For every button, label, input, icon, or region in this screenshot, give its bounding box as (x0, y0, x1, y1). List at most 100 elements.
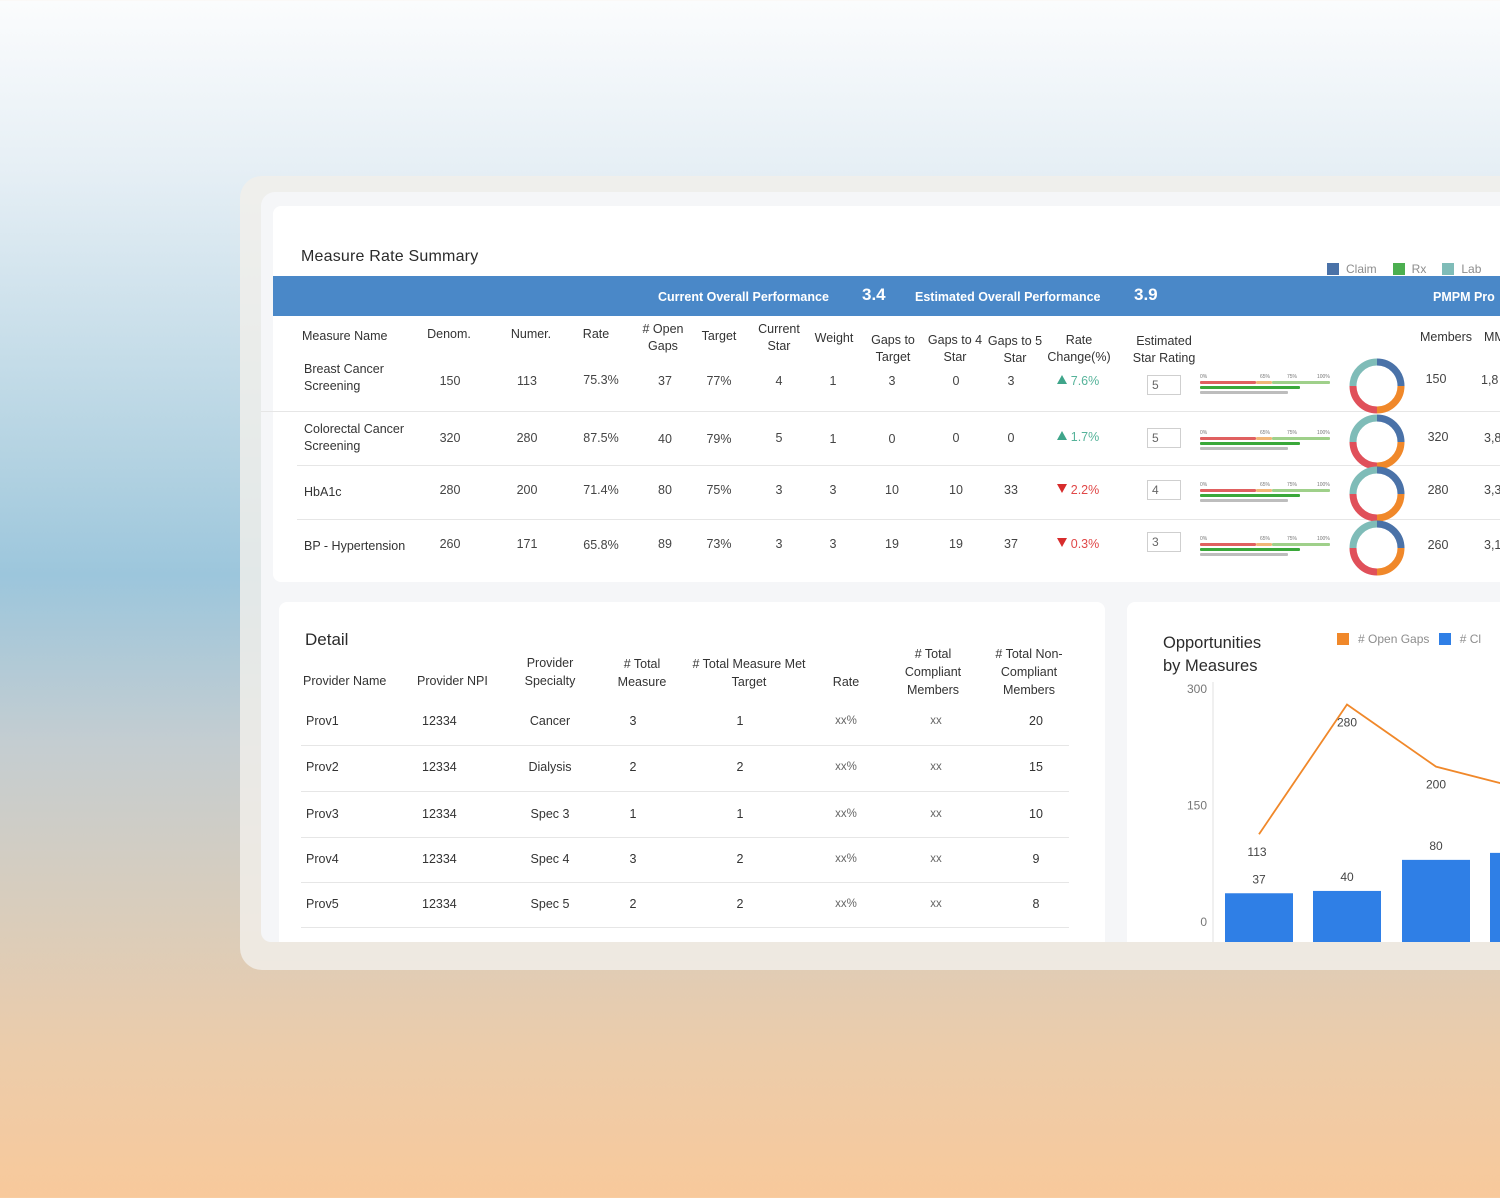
members-value: 280 (1427, 483, 1449, 497)
numer-value: 200 (516, 483, 538, 497)
non-compliant-members: 10 (1029, 807, 1043, 821)
bullet-segment (1200, 391, 1288, 394)
col-rate: Rate (582, 327, 610, 341)
donut-segment (1376, 493, 1405, 522)
col-current-star: Current Star (758, 322, 800, 353)
col-provider-npi: Provider NPI (417, 674, 488, 688)
col-numer: Numer. (510, 327, 552, 341)
total-measure: 2 (629, 760, 637, 774)
denom-value: 320 (439, 431, 461, 445)
bullet-segment (1200, 543, 1256, 546)
rate-change: 1.7% (1045, 429, 1111, 446)
gaps-4-value: 0 (952, 374, 960, 388)
rate-change: 0.3% (1045, 536, 1111, 553)
source-donut (1349, 358, 1405, 414)
bar-value-label: 80 (1429, 839, 1443, 853)
bar-tick-label: 65% (1260, 374, 1271, 380)
donut-segment (1376, 441, 1405, 470)
bar-tick-label: 65% (1260, 482, 1271, 488)
y-tick-label: 0 (1200, 915, 1207, 929)
provider-npi: 12334 (422, 852, 457, 866)
col-rate-change: Rate Change(%) (1047, 333, 1111, 364)
numer-value: 280 (516, 431, 538, 445)
gaps-4-value: 10 (949, 483, 963, 497)
source-donut (1349, 466, 1405, 522)
col-members: Members (1419, 330, 1473, 344)
members-value: 320 (1427, 430, 1449, 444)
estimated-star-input[interactable]: 4 (1147, 480, 1181, 500)
bullet-segment (1200, 381, 1256, 384)
closed-swatch (1438, 633, 1451, 645)
donut-segment (1376, 414, 1405, 443)
target-value: 79% (706, 432, 732, 446)
opportunities-chart: 0 150 300 37 40 80 113 280 200 (1187, 682, 1500, 942)
col-detail-rate: Rate (832, 675, 860, 689)
bar-tick-label: 0% (1200, 482, 1208, 488)
donut-segment (1349, 547, 1378, 576)
bar-tick-label: 75% (1287, 536, 1298, 542)
met-target: 1 (736, 807, 744, 821)
opportunities-legend: # Open Gaps # Cl (1337, 632, 1481, 646)
provider-npi: 12334 (422, 807, 457, 821)
detail-rate: xx% (835, 898, 857, 910)
bullet-segment (1272, 437, 1330, 440)
measure-name: Breast Cancer Screening (304, 362, 384, 393)
legend-lab: Lab (1442, 262, 1481, 276)
gaps-4-value: 0 (952, 431, 960, 445)
members-value: 150 (1425, 372, 1447, 386)
mm-value: 3,1 (1484, 538, 1500, 552)
met-target: 2 (736, 897, 744, 911)
line-series (1258, 703, 1500, 835)
open-gaps-swatch (1337, 633, 1349, 645)
members-value: 260 (1427, 538, 1449, 552)
performance-banner: Current Overall Performance 3.4 Estimate… (273, 276, 1500, 316)
non-compliant-members: 8 (1032, 897, 1040, 911)
gaps-5-value: 0 (1007, 431, 1015, 445)
estimated-performance-value: 3.9 (1134, 285, 1158, 304)
col-met-target: # Total Measure Met Target (692, 657, 806, 689)
col-target: Target (701, 329, 737, 343)
row-divider (297, 465, 1500, 466)
pmpm-label: PMPM Pro (1433, 290, 1495, 304)
measure-name: BP - Hypertension (304, 539, 406, 553)
mm-value: 1,8 (1481, 373, 1499, 387)
bar-tick-label: 100% (1317, 536, 1330, 542)
bar-tick-label: 100% (1317, 430, 1330, 436)
rate-change: 2.2% (1045, 482, 1111, 499)
row-divider (301, 882, 1069, 883)
open-gaps-value: 89 (658, 537, 672, 551)
opportunities-card: Opportunities by Measures # Open Gaps # … (1127, 602, 1500, 942)
current-performance-label: Current Overall Performance (658, 290, 829, 304)
bullet-segment (1200, 447, 1288, 450)
estimated-star-input[interactable]: 5 (1147, 375, 1181, 395)
bullet-segment (1200, 553, 1288, 556)
col-non-compliant-members: # Total Non-Compliant Members (995, 647, 1063, 697)
y-tick-label: 300 (1187, 682, 1207, 696)
row-divider (301, 745, 1069, 746)
arrow-up-icon (1056, 375, 1067, 384)
bar-tick-label: 100% (1317, 374, 1330, 380)
weight-value: 1 (829, 432, 837, 446)
target-value: 73% (706, 537, 732, 551)
rate-change-value: 0.3% (1070, 537, 1100, 551)
compliant-members: xx (930, 853, 942, 865)
denom-value: 260 (439, 537, 461, 551)
row-divider (301, 791, 1069, 792)
donut-segment (1349, 358, 1378, 387)
y-tick-label: 150 (1187, 799, 1207, 813)
bar-tick-label: 65% (1260, 536, 1271, 542)
bar-value-label: 40 (1340, 870, 1354, 884)
gaps-5-value: 37 (1004, 537, 1018, 551)
estimated-star-input[interactable]: 3 (1147, 532, 1181, 552)
open-gaps-value: 40 (658, 432, 672, 446)
rate-bullet-bar: 0% 65% 75% 100% (1200, 374, 1334, 396)
gaps-5-value: 33 (1004, 483, 1018, 497)
col-gaps-4-star: Gaps to 4 Star (927, 333, 983, 364)
donut-segment (1349, 493, 1378, 522)
legend-claim: Claim (1327, 262, 1377, 276)
gaps-4-value: 19 (949, 537, 963, 551)
estimated-star-input[interactable]: 5 (1147, 428, 1181, 448)
bar-tick-label: 0% (1200, 536, 1208, 542)
col-open-gaps: # Open Gaps (642, 322, 684, 353)
current-performance-value: 3.4 (862, 285, 886, 304)
